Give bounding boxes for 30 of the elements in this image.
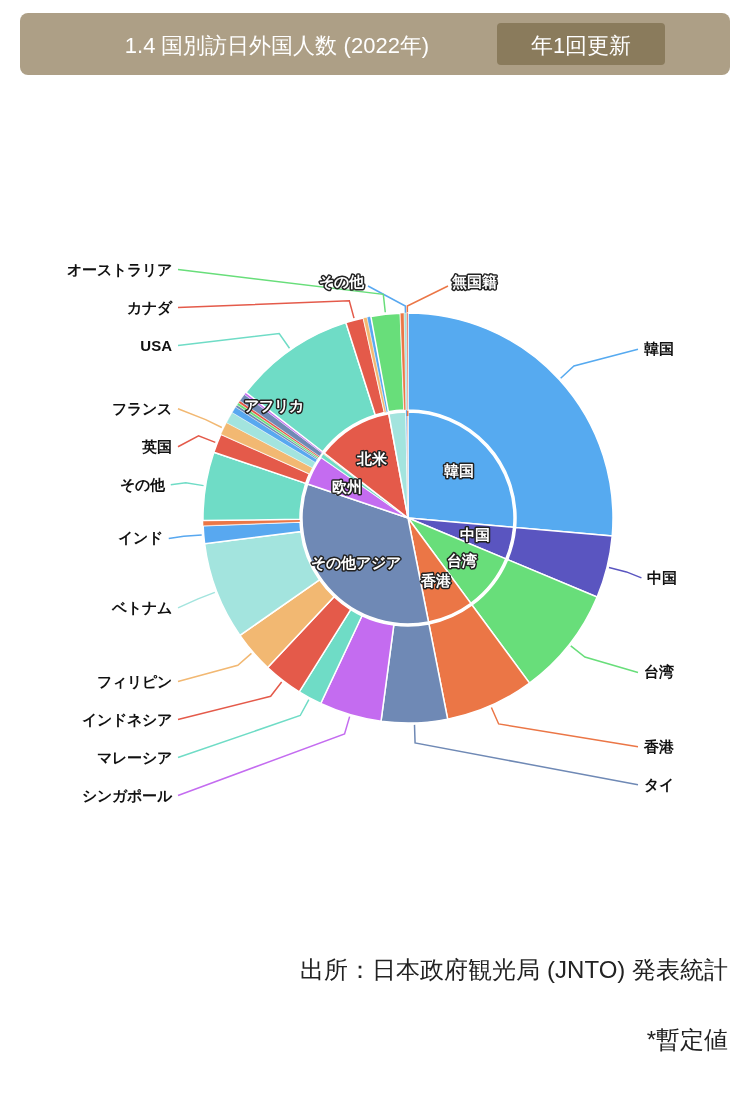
chart-subtitle: 年1回更新 [530, 33, 632, 58]
slice-label: フィリピン [97, 672, 172, 690]
slice-label: フランス [112, 399, 172, 417]
slice-label: 台湾 [644, 663, 674, 681]
slice-label: インドネシア [82, 710, 172, 728]
slice-label: その他 [319, 273, 365, 290]
slice-label: その他 [119, 475, 166, 493]
slice-label: その他アジア [311, 554, 402, 572]
slice-label: マレーシア [97, 748, 172, 766]
slice-label: 韓国 [644, 340, 674, 358]
slice-label: 韓国 [443, 462, 474, 480]
slice-label: 中国 [459, 525, 490, 543]
slice-label: オーストラリア [67, 260, 172, 278]
slice-label: 台湾 [447, 551, 478, 569]
chart-title: 1.4 国別訪日外国人数 (2022年) [124, 33, 430, 58]
slice-label: タイ [644, 775, 674, 793]
slice-label: 北米 [356, 450, 389, 468]
slice-label: 香港 [419, 572, 452, 590]
text: 出所：日本政府観光局 (JNTO) 発表統計 [300, 956, 728, 983]
slice-label: USA [140, 336, 173, 354]
slice-label: 英国 [141, 437, 172, 455]
slice-label: 香港 [643, 737, 675, 755]
slice-label: カナダ [127, 298, 173, 316]
text: *暫定値 [646, 1026, 728, 1053]
slice-label: 中国 [647, 568, 678, 586]
slice-label: ベトナム [111, 598, 172, 616]
slice-label: シンガポール [82, 786, 173, 804]
slice-label: インド [117, 529, 163, 547]
slice-label: 無国籍 [451, 273, 497, 290]
slice-label: 欧州 [331, 477, 362, 495]
